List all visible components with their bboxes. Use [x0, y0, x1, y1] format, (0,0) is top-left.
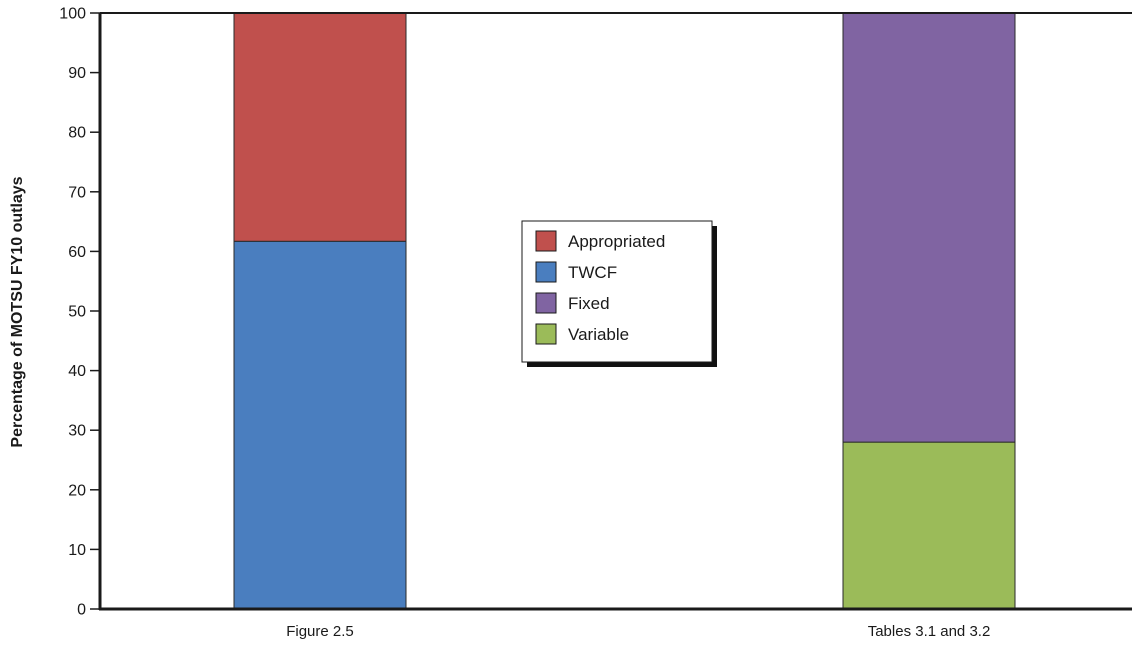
legend-swatch-twcf — [536, 262, 556, 282]
y-tick-label: 0 — [77, 602, 86, 619]
bar-tables-3-1-and-3-2-fixed — [843, 13, 1015, 442]
x-category-label-figure-2-5: Figure 2.5 — [286, 623, 354, 640]
y-tick-label: 60 — [68, 244, 86, 261]
y-ticks-group: 0 10 20 30 40 50 60 70 80 90 100 — [59, 6, 100, 619]
y-axis-label: Percentage of MOTSU FY10 outlays — [9, 176, 26, 447]
y-tick-label: 80 — [68, 125, 86, 142]
y-tick-label: 50 — [68, 304, 86, 321]
y-tick-label: 20 — [68, 482, 86, 499]
bar-figure-2-5-twcf — [234, 241, 406, 609]
x-category-label-tables-3-1-and-3-2: Tables 3.1 and 3.2 — [868, 623, 991, 640]
legend-swatch-variable — [536, 324, 556, 344]
bar-tables-3-1-and-3-2-variable — [843, 442, 1015, 609]
y-tick-label: 40 — [68, 363, 86, 380]
legend-swatch-fixed — [536, 293, 556, 313]
legend-label-appropriated: Appropriated — [568, 232, 665, 251]
y-tick-label: 10 — [68, 542, 86, 559]
y-tick-label: 30 — [68, 423, 86, 440]
legend-swatch-appropriated — [536, 231, 556, 251]
legend-label-variable: Variable — [568, 325, 629, 344]
legend: Appropriated TWCF Fixed Variable — [522, 221, 717, 367]
legend-label-twcf: TWCF — [568, 263, 617, 282]
y-tick-label: 100 — [59, 6, 86, 23]
y-tick-label: 90 — [68, 65, 86, 82]
y-tick-label: 70 — [68, 184, 86, 201]
bar-figure-2-5-appropriated — [234, 13, 406, 241]
legend-label-fixed: Fixed — [568, 294, 610, 313]
x-labels-group: Figure 2.5 Tables 3.1 and 3.2 — [286, 623, 990, 640]
